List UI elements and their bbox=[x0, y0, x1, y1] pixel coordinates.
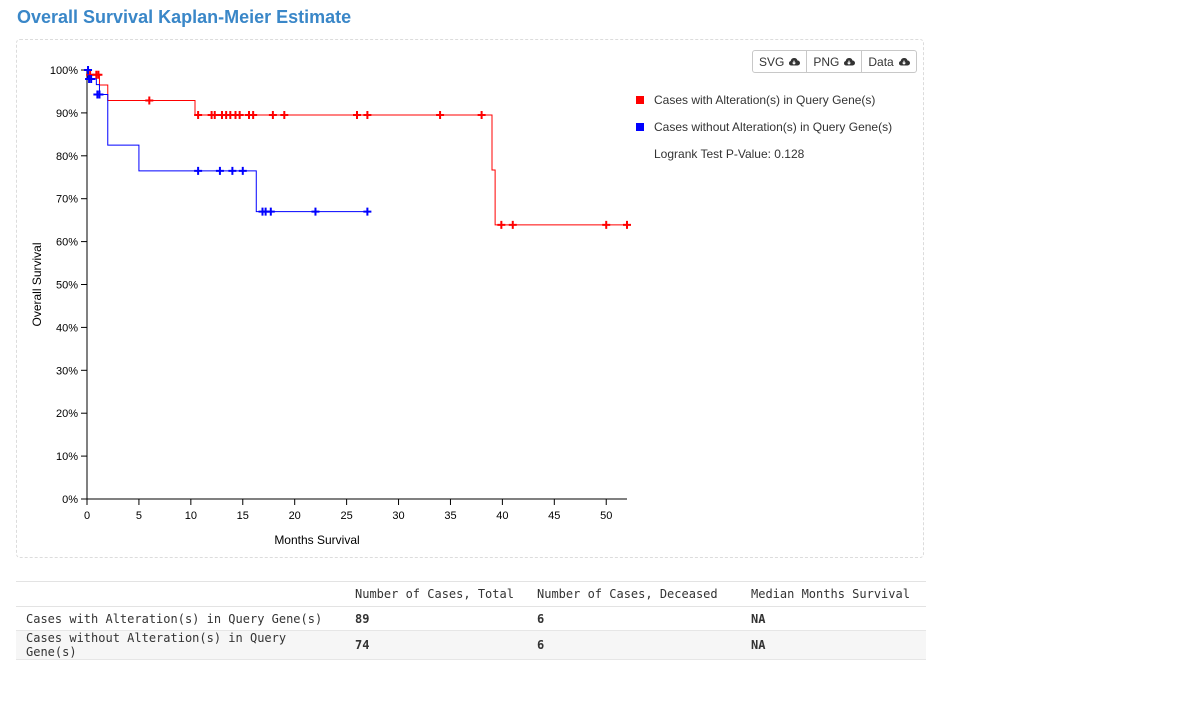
data-button-label: Data bbox=[868, 54, 894, 69]
download-svg-button[interactable]: SVG bbox=[753, 51, 808, 72]
censor-mark-unaltered bbox=[84, 66, 93, 74]
page-title: Overall Survival Kaplan-Meier Estimate bbox=[17, 7, 352, 27]
censor-mark-altered bbox=[508, 220, 517, 229]
x-tick-label: 25 bbox=[340, 510, 352, 522]
y-tick-label: 0% bbox=[62, 494, 78, 506]
download-png-button[interactable]: PNG bbox=[807, 51, 863, 72]
censor-mark-altered bbox=[602, 220, 611, 229]
y-tick-label: 40% bbox=[56, 322, 78, 334]
legend-item-unaltered[interactable]: Cases without Alteration(s) in Query Gen… bbox=[636, 120, 892, 134]
cloud-download-icon bbox=[898, 58, 910, 66]
survival-stats-table: Number of Cases, Total Number of Cases, … bbox=[16, 581, 926, 660]
column-header: Median Months Survival bbox=[741, 581, 926, 607]
y-tick-label: 50% bbox=[56, 280, 78, 292]
download-button-group: SVG PNG Data bbox=[752, 50, 917, 73]
censor-mark-altered bbox=[280, 111, 289, 120]
cases-deceased-cell: 6 bbox=[527, 630, 741, 660]
censor-mark-unaltered bbox=[363, 207, 372, 216]
censor-mark-unaltered bbox=[194, 166, 203, 175]
survival-line-altered bbox=[87, 69, 627, 226]
y-tick-label: 30% bbox=[56, 365, 78, 377]
censor-mark-altered bbox=[210, 111, 219, 120]
censor-mark-unaltered bbox=[215, 166, 224, 175]
x-tick-label: 35 bbox=[444, 510, 456, 522]
logrank-pvalue: Logrank Test P-Value: 0.128 bbox=[654, 147, 805, 161]
cloud-download-icon bbox=[844, 58, 856, 66]
censor-mark-altered bbox=[353, 111, 361, 120]
censor-mark-unaltered bbox=[95, 90, 104, 99]
table-row: Cases with Alteration(s) in Query Gene(s… bbox=[16, 606, 926, 631]
chart-legend: Cases with Alteration(s) in Query Gene(s… bbox=[636, 93, 892, 161]
x-tick-label: 50 bbox=[600, 510, 612, 522]
y-tick-label: 60% bbox=[56, 237, 78, 249]
column-header: Number of Cases, Deceased bbox=[527, 581, 741, 607]
column-header: Number of Cases, Total bbox=[345, 581, 527, 607]
y-tick-label: 20% bbox=[56, 408, 78, 420]
censor-mark-altered bbox=[94, 70, 103, 79]
x-tick-label: 0 bbox=[84, 510, 90, 522]
cases-total-cell: 74 bbox=[345, 630, 527, 660]
table-row: Cases without Alteration(s) in Query Gen… bbox=[16, 630, 926, 660]
y-axis-label: Overall Survival bbox=[30, 242, 44, 326]
censor-mark-unaltered bbox=[311, 207, 320, 216]
x-tick-label: 15 bbox=[237, 510, 249, 522]
censor-mark-altered bbox=[436, 111, 445, 120]
censor-mark-altered bbox=[363, 111, 372, 120]
km-chart: 0% 10% 20% 30% 40% 50% 60% 70% 80% 90% 100% 0 5 10 15 2… bbox=[30, 65, 631, 547]
censor-mark-altered bbox=[477, 111, 486, 120]
censor-mark-altered bbox=[145, 96, 154, 105]
x-tick-label: 40 bbox=[496, 510, 508, 522]
cloud-download-icon bbox=[789, 58, 801, 66]
chart-panel bbox=[16, 39, 924, 558]
censor-mark-altered bbox=[268, 111, 277, 120]
y-tick-label: 70% bbox=[56, 194, 78, 206]
cases-total-cell: 89 bbox=[345, 606, 527, 631]
y-tick-label: 80% bbox=[56, 151, 78, 163]
censor-mark-unaltered bbox=[238, 166, 247, 175]
table-header-row: Number of Cases, Total Number of Cases, … bbox=[16, 581, 926, 607]
censor-mark-altered bbox=[249, 111, 258, 120]
censor-mark-unaltered bbox=[266, 207, 275, 216]
x-tick-label: 20 bbox=[289, 510, 301, 522]
median-survival-cell: NA bbox=[741, 630, 926, 660]
legend-item-altered[interactable]: Cases with Alteration(s) in Query Gene(s… bbox=[636, 93, 892, 107]
column-header bbox=[16, 581, 345, 607]
censor-mark-altered bbox=[623, 220, 631, 229]
download-data-button[interactable]: Data bbox=[862, 51, 915, 72]
legend-swatch-unaltered bbox=[636, 123, 644, 131]
y-tick-label: 90% bbox=[56, 108, 78, 120]
cases-deceased-cell: 6 bbox=[527, 606, 741, 631]
censor-mark-altered bbox=[497, 220, 506, 229]
row-label: Cases with Alteration(s) in Query Gene(s… bbox=[16, 606, 345, 631]
x-tick-label: 30 bbox=[392, 510, 404, 522]
censor-mark-unaltered bbox=[228, 166, 237, 175]
row-label: Cases without Alteration(s) in Query Gen… bbox=[16, 630, 345, 660]
png-button-label: PNG bbox=[813, 54, 840, 69]
survival-line-unaltered bbox=[87, 69, 368, 213]
x-tick-label: 5 bbox=[136, 510, 142, 522]
x-axis-label: Months Survival bbox=[274, 533, 359, 547]
median-survival-cell: NA bbox=[741, 606, 926, 631]
legend-label-altered: Cases with Alteration(s) in Query Gene(s… bbox=[654, 93, 876, 107]
svg-button-label: SVG bbox=[759, 54, 785, 69]
censor-mark-altered bbox=[194, 111, 203, 120]
legend-label-unaltered: Cases without Alteration(s) in Query Gen… bbox=[654, 120, 893, 134]
legend-swatch-altered bbox=[636, 96, 644, 104]
y-tick-label: 100% bbox=[50, 65, 78, 77]
censor-mark-altered bbox=[235, 111, 244, 120]
censor-mark-unaltered bbox=[87, 75, 96, 84]
y-tick-label: 10% bbox=[56, 451, 78, 463]
x-tick-label: 10 bbox=[185, 510, 197, 522]
x-tick-label: 45 bbox=[548, 510, 560, 522]
